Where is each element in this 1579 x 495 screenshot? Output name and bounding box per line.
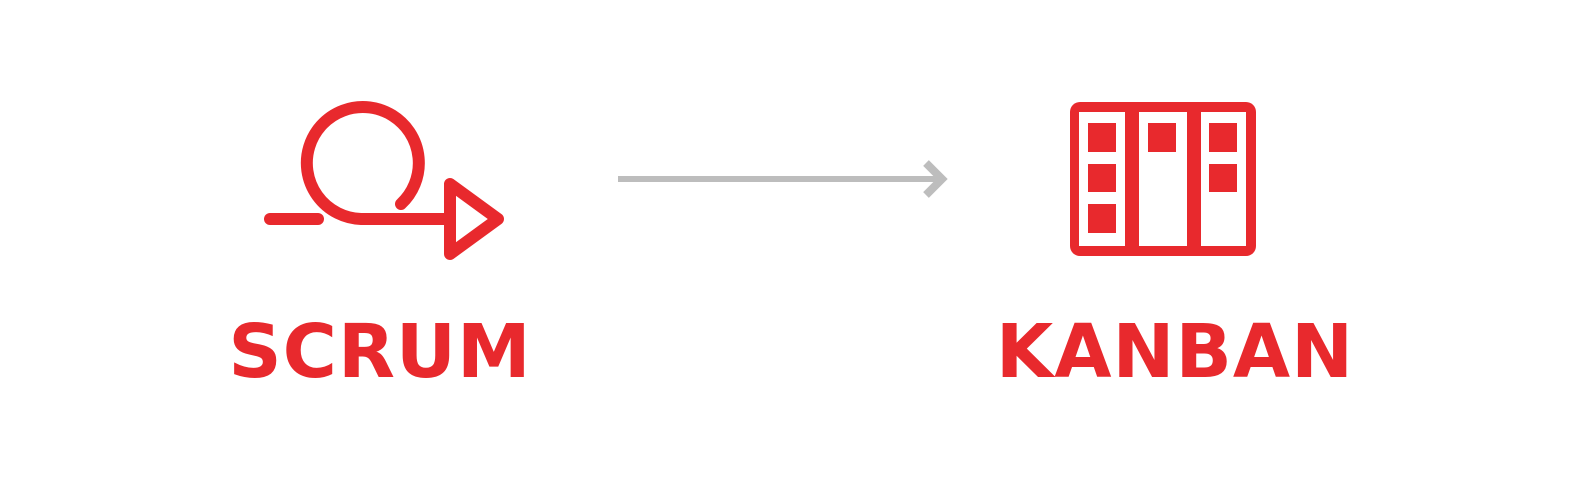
kanban-board-icon [1070, 102, 1256, 256]
scrum-label: SCRUM [228, 309, 532, 395]
arrow-right-icon [618, 160, 948, 198]
scrum-cycle-icon [264, 101, 504, 260]
kanban-label: KANBAN [995, 309, 1355, 395]
